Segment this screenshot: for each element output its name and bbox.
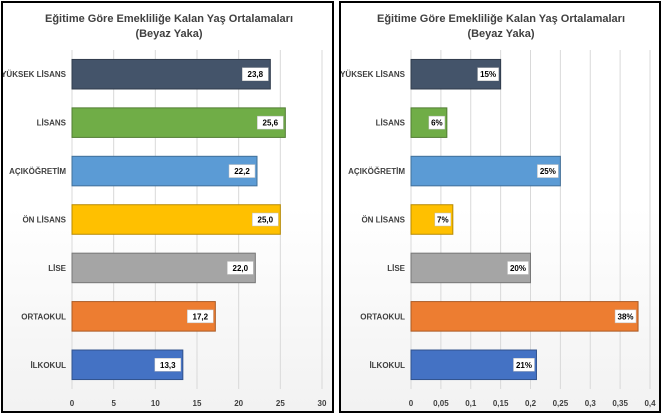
bar	[410, 301, 639, 332]
data-label: 25,6	[263, 119, 279, 128]
bar-chart-share: Eğitime Göre Emekliliğe Kalan Yaş Ortala…	[341, 13, 656, 408]
x-tick-label: 0,25	[553, 399, 569, 408]
bar	[71, 349, 184, 381]
bar	[71, 204, 281, 235]
x-tick-label: 5	[111, 399, 116, 408]
category-label: ORTAOKUL	[21, 312, 66, 321]
bar	[410, 155, 561, 187]
x-tick-label: 0,3	[585, 399, 597, 408]
data-label: 20%	[510, 264, 526, 273]
category-label: ÖN LİSANS	[22, 216, 66, 225]
data-label-box	[257, 115, 284, 130]
category-label: LİSE	[48, 264, 66, 273]
x-tick-label: 0,4	[644, 399, 656, 408]
data-label: 23,8	[248, 70, 264, 79]
data-label: 38%	[618, 312, 634, 321]
category-label: LİSANS	[376, 119, 406, 128]
data-label-box	[507, 261, 529, 275]
data-label: 17,2	[193, 312, 209, 321]
data-label-box	[428, 115, 446, 130]
x-tick-label: 0	[70, 399, 75, 408]
category-label: İLKOKUL	[369, 361, 405, 370]
x-tick-label: 0	[409, 399, 414, 408]
data-label-box	[434, 212, 452, 227]
x-tick-label: 25	[276, 399, 285, 408]
data-label: 6%	[431, 119, 443, 128]
x-tick-label: 0,05	[433, 399, 449, 408]
chart-subtitle: (Beyaz Yaka)	[135, 28, 202, 40]
category-label: ORTAOKUL	[360, 312, 405, 321]
data-label-box	[154, 358, 182, 372]
x-tick-label: 15	[193, 399, 202, 408]
category-label: AÇIKÖĞRETİM	[348, 167, 405, 176]
data-label-box	[252, 212, 279, 227]
data-label: 13,3	[160, 361, 176, 370]
chart-subtitle: (Beyaz Yaka)	[467, 28, 534, 40]
bar	[71, 155, 258, 187]
category-label: LİSANS	[37, 119, 67, 128]
chart-panel-education-share: Eğitime Göre Emekliliğe Kalan Yaş Ortala…	[339, 1, 661, 413]
chart-title: Eğitime Göre Emekliliğe Kalan Yaş Ortala…	[45, 13, 293, 25]
data-label: 15%	[480, 70, 496, 79]
x-tick-label: 0,15	[493, 399, 509, 408]
chart-panel-education-remaining-age: Eğitime Göre Emekliliğe Kalan Yaş Ortala…	[1, 1, 334, 413]
data-label-box	[242, 67, 269, 81]
data-label: 22,0	[233, 264, 249, 273]
bar	[71, 58, 271, 90]
x-tick-label: 20	[234, 399, 243, 408]
category-label: İLKOKUL	[30, 361, 66, 370]
category-label: ÖN LİSANS	[361, 216, 405, 225]
data-label: 7%	[437, 216, 449, 225]
bar-chart-remaining-age: Eğitime Göre Emekliliğe Kalan Yaş Ortala…	[3, 13, 327, 408]
data-label-box	[614, 309, 637, 324]
chart-title: Eğitime Göre Emekliliğe Kalan Yaş Ortala…	[377, 13, 625, 25]
data-label-box	[477, 67, 499, 81]
data-label-box	[228, 164, 256, 178]
data-label-box	[537, 164, 559, 178]
x-tick-label: 10	[151, 399, 160, 408]
data-label: 21%	[516, 361, 532, 370]
x-tick-label: 0,35	[612, 399, 628, 408]
data-label-box	[227, 261, 254, 275]
data-label: 25,0	[258, 216, 274, 225]
category-label: LİSE	[387, 264, 405, 273]
data-label: 22,2	[234, 167, 250, 176]
bar	[71, 252, 256, 284]
category-label: YÜKSEK LİSANS	[341, 70, 406, 79]
x-tick-label: 30	[318, 399, 327, 408]
data-label-box	[187, 309, 214, 324]
data-label: 25%	[540, 167, 556, 176]
category-label: AÇIKÖĞRETİM	[9, 167, 66, 176]
x-tick-label: 0,1	[465, 399, 477, 408]
data-label-box	[513, 358, 535, 372]
category-label: YÜKSEK LİSANS	[3, 70, 67, 79]
x-tick-label: 0,2	[525, 399, 537, 408]
bar	[71, 107, 286, 138]
